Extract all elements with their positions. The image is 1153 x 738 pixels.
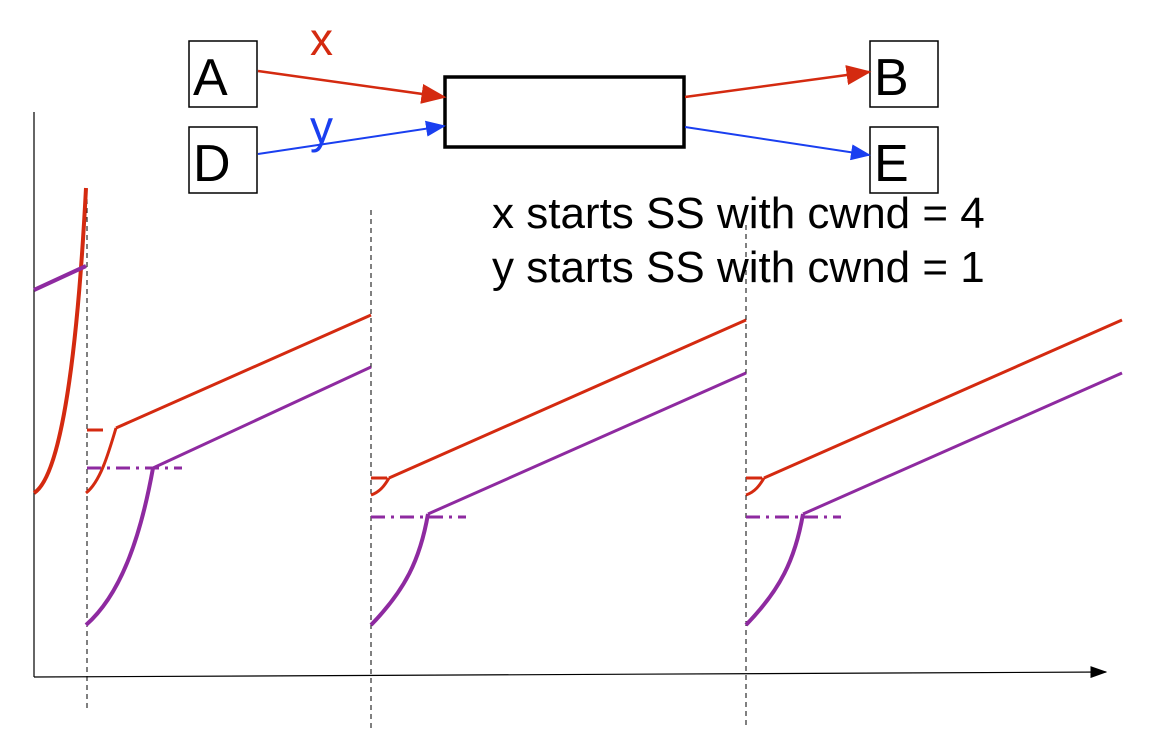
curve-y-slowstart-2 <box>369 513 430 627</box>
node-e-box <box>869 126 939 194</box>
annotation-x-start: x starts SS with cwnd = 4 <box>492 189 985 238</box>
curve-x-slowstart-1 <box>85 427 118 495</box>
node-a-box <box>188 40 258 108</box>
curve-y-slowstart-3 <box>744 513 805 627</box>
annotation-y-start: y starts SS with cwnd = 1 <box>492 243 985 292</box>
curve-x-slowstart-2 <box>370 477 391 497</box>
curve-x-linear-1 <box>115 313 372 430</box>
curve-y-slowstart-1 <box>84 467 155 627</box>
router-box <box>443 75 686 149</box>
flow-x-in-arrow <box>257 69 447 104</box>
node-d-box <box>188 126 258 194</box>
curve-x-linear-2 <box>388 318 747 480</box>
flow-y-label: y <box>310 101 333 153</box>
flow-y-in-arrow <box>257 120 446 155</box>
node-d-label: D <box>193 135 231 193</box>
curve-y-linear-3 <box>802 371 1123 516</box>
curve-y-linear-2 <box>427 371 747 516</box>
flow-x-out-arrow <box>684 65 872 99</box>
curve-x-slowstart-3 <box>745 477 766 497</box>
node-a-label: A <box>193 49 228 107</box>
curve-y-initial <box>33 264 87 292</box>
node-e-label: E <box>874 135 909 193</box>
curve-y-linear-1 <box>152 365 372 470</box>
node-b-label: B <box>874 49 909 107</box>
x-axis <box>33 666 1108 679</box>
curve-x-linear-3 <box>763 318 1123 480</box>
curve-x-slowstart-initial <box>32 187 88 495</box>
flow-y-out-arrow <box>684 126 871 161</box>
flow-x-label: x <box>310 13 333 65</box>
